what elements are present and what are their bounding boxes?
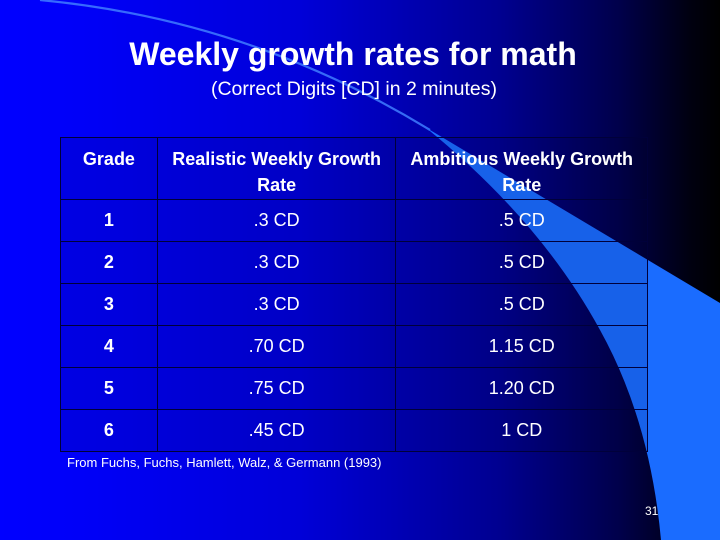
header-realistic: Realistic Weekly Growth Rate xyxy=(156,137,397,200)
header-realistic-line2: Rate xyxy=(257,175,297,195)
header-grade-label: Grade xyxy=(82,149,135,169)
table-row: 2 .3 CD .5 CD xyxy=(60,241,648,284)
cell-realistic: .3 CD xyxy=(156,241,397,284)
cell-grade: 5 xyxy=(60,367,158,410)
table-row: 6 .45 CD 1 CD xyxy=(60,409,648,452)
cell-ambitious: 1.20 CD xyxy=(395,367,648,410)
cell-realistic: .75 CD xyxy=(156,367,397,410)
slide-subtitle: (Correct Digits [CD] in 2 minutes) xyxy=(210,78,498,100)
cell-realistic: .3 CD xyxy=(156,199,397,242)
cell-ambitious: .5 CD xyxy=(395,241,648,284)
header-ambitious: Ambitious Weekly Growth Rate xyxy=(395,137,648,200)
page-number: 31 xyxy=(645,504,659,518)
header-ambitious-line2: Rate xyxy=(502,175,542,195)
table-row: 1 .3 CD .5 CD xyxy=(60,199,648,242)
cell-ambitious: .5 CD xyxy=(395,283,648,326)
growth-rates-table: Grade Realistic Weekly Growth Rate Ambiti… xyxy=(60,137,648,452)
cell-ambitious: 1 CD xyxy=(395,409,648,452)
table-row: 3 .3 CD .5 CD xyxy=(60,283,648,326)
table-row: 5 .75 CD 1.20 CD xyxy=(60,367,648,410)
source-citation: From Fuchs, Fuchs, Hamlett, Walz, & Germ… xyxy=(67,455,382,470)
cell-realistic: .70 CD xyxy=(156,325,397,368)
header-ambitious-line1: Ambitious Weekly Growth xyxy=(410,149,634,169)
cell-grade: 1 xyxy=(60,199,158,242)
cell-realistic: .45 CD xyxy=(156,409,397,452)
table-row: 4 .70 CD 1.15 CD xyxy=(60,325,648,368)
header-realistic-line1: Realistic Weekly Growth xyxy=(172,149,382,169)
header-grade: Grade xyxy=(60,137,158,200)
cell-grade: 6 xyxy=(60,409,158,452)
cell-realistic: .3 CD xyxy=(156,283,397,326)
cell-ambitious: 1.15 CD xyxy=(395,325,648,368)
cell-grade: 2 xyxy=(60,241,158,284)
cell-grade: 3 xyxy=(60,283,158,326)
table-header-row: Grade Realistic Weekly Growth Rate Ambiti… xyxy=(60,137,648,200)
cell-grade: 4 xyxy=(60,325,158,368)
cell-ambitious: .5 CD xyxy=(395,199,648,242)
slide-title: Weekly growth rates for math xyxy=(129,36,577,72)
